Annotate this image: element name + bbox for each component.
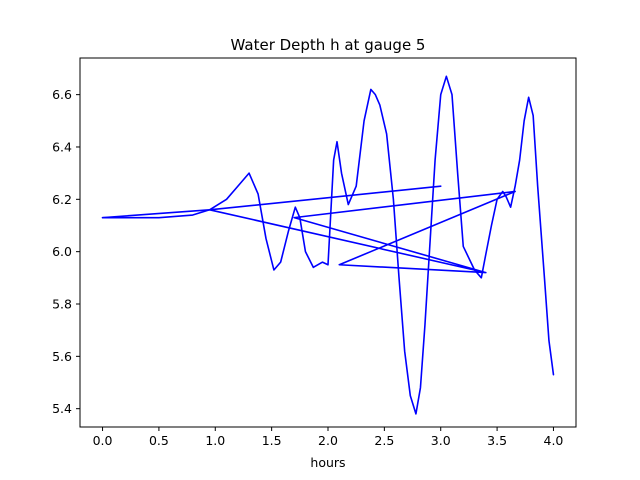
y-tick-label: 5.6 [52,349,72,364]
x-tick-label: 4.0 [544,433,564,448]
x-axis-label: hours [310,455,345,470]
x-tick-label: 1.0 [205,433,225,448]
y-tick-label: 6.6 [52,87,72,102]
y-axis-ticks: 5.4 5.6 5.8 6.0 6.2 6.4 6.6 [52,87,80,416]
y-tick-label: 5.8 [52,297,72,312]
y-tick-label: 6.2 [52,192,72,207]
chart-title: Water Depth h at gauge 5 [231,36,426,54]
x-tick-label: 0.0 [93,433,113,448]
x-tick-label: 3.0 [431,433,451,448]
series-layer [101,75,555,415]
series-line-2 [101,185,516,274]
y-tick-label: 6.4 [52,139,72,154]
x-axis-ticks: 0.0 0.5 1.0 1.5 2.0 2.5 3.0 3.5 4.0 [93,427,564,448]
y-tick-label: 6.0 [52,244,72,259]
x-tick-label: 2.5 [374,433,394,448]
y-tick-label: 5.4 [52,401,72,416]
x-tick-label: 2.0 [318,433,338,448]
x-tick-label: 1.5 [262,433,282,448]
x-tick-label: 0.5 [149,433,169,448]
series-line-1 [101,75,555,415]
x-tick-label: 3.5 [487,433,507,448]
